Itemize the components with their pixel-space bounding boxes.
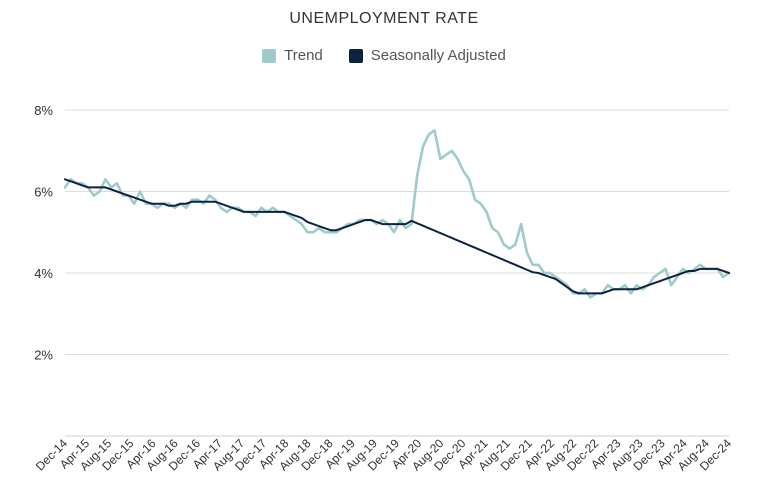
y-tick-label: 6%	[34, 185, 53, 200]
legend-swatch-seasonally-adjusted	[348, 48, 363, 63]
chart-title: UNEMPLOYMENT RATE	[289, 10, 479, 27]
series-layer	[63, 129, 731, 299]
legend-item-seasonally-adjusted[interactable]: Seasonally Adjusted	[348, 47, 506, 64]
series-line-trend[interactable]	[63, 129, 731, 299]
y-tick-label: 2%	[34, 348, 53, 363]
legend-label-trend: Trend	[284, 47, 323, 64]
legend-item-trend[interactable]: Trend	[262, 47, 323, 64]
chart-legend: Trend Seasonally Adjusted	[0, 47, 768, 64]
legend-label-seasonally-adjusted: Seasonally Adjusted	[370, 47, 506, 64]
y-tick-label: 4%	[34, 266, 53, 281]
y-axis-labels: 2% 4% 6% 8%	[34, 103, 53, 363]
grid-layer	[65, 109, 729, 437]
legend-swatch-trend	[262, 48, 277, 63]
x-axis-labels: Dec-14Apr-15Aug-15Dec-15Apr-16Aug-16Dec-…	[33, 436, 734, 473]
series-line-seasonally-adjusted[interactable]	[64, 178, 730, 295]
y-tick-label: 8%	[34, 103, 53, 118]
